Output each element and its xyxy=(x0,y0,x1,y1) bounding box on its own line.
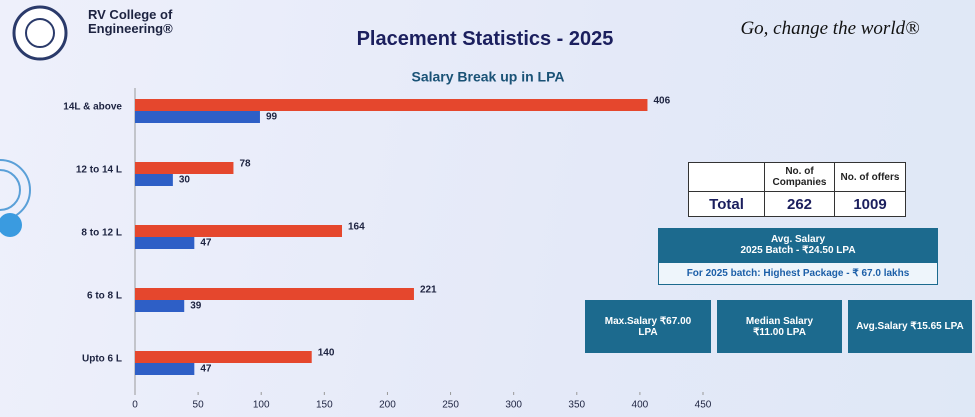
y-tick-label: 14L & above xyxy=(63,102,122,113)
x-tick-label: 450 xyxy=(695,400,712,411)
logo xyxy=(12,5,68,61)
y-tick-label: Upto 6 L xyxy=(82,354,122,365)
x-tick-label: 350 xyxy=(568,400,585,411)
x-tick-label: 300 xyxy=(505,400,522,411)
x-tick-label: 200 xyxy=(379,400,396,411)
chart-title: Salary Break up in LPA xyxy=(411,69,564,85)
value-label: 406 xyxy=(653,96,670,107)
value-label: 47 xyxy=(200,364,212,375)
logo-inner xyxy=(25,18,55,48)
bar xyxy=(135,162,234,174)
table-cell: 262 xyxy=(764,191,835,217)
table-header: No. of offers xyxy=(834,162,906,192)
college-name: RV College of Engineering® xyxy=(88,7,173,36)
value-label: 78 xyxy=(239,159,251,170)
decoration xyxy=(0,213,22,237)
value-label: 140 xyxy=(318,348,335,359)
highest-package: For 2025 batch: Highest Package - ₹ 67.0… xyxy=(658,262,938,285)
decoration xyxy=(0,169,21,211)
x-tick-label: 100 xyxy=(253,400,270,411)
y-tick-label: 12 to 14 L xyxy=(76,165,122,176)
x-tick-label: 150 xyxy=(316,400,333,411)
avg-salary-box: Avg. Salary 2025 Batch - ₹24.50 LPA xyxy=(658,228,938,262)
y-tick-label: 8 to 12 L xyxy=(81,228,122,239)
y-tick-label: 6 to 8 L xyxy=(87,291,122,302)
tagline: Go, change the world® xyxy=(740,18,920,39)
stat-box: Median Salary ₹11.00 LPA xyxy=(717,300,842,353)
bar xyxy=(135,351,312,363)
stat-box: Max.Salary ₹67.00 LPA xyxy=(585,300,711,353)
bar xyxy=(135,111,260,123)
table-header: No. of Companies xyxy=(764,162,835,192)
value-label: 221 xyxy=(420,285,437,296)
empty-cell xyxy=(688,162,765,192)
x-tick-label: 0 xyxy=(132,400,138,411)
avg-salary-title: Avg. Salary xyxy=(770,234,826,245)
value-label: 39 xyxy=(190,301,202,312)
table-cell: 1009 xyxy=(834,191,906,217)
value-label: 164 xyxy=(348,222,365,233)
x-tick-label: 400 xyxy=(632,400,649,411)
x-tick-label: 250 xyxy=(442,400,459,411)
x-tick-label: 50 xyxy=(193,400,205,411)
bar xyxy=(135,363,195,375)
value-label: 47 xyxy=(200,238,212,249)
bar xyxy=(135,300,185,312)
avg-salary-batch: 2025 Batch - ₹24.50 LPA xyxy=(740,245,856,256)
bar xyxy=(135,288,414,300)
table-cell: Total xyxy=(688,191,765,217)
bar xyxy=(135,99,648,111)
stat-box: Avg.Salary ₹15.65 LPA xyxy=(848,300,972,353)
bar xyxy=(135,237,195,249)
summary-table: No. of Companies No. of offers Total 262… xyxy=(688,162,906,217)
value-label: 30 xyxy=(179,175,191,186)
page-title: Placement Statistics - 2025 xyxy=(356,28,614,50)
value-label: 99 xyxy=(266,112,278,123)
decoration xyxy=(0,159,31,221)
bar xyxy=(135,174,173,186)
bar xyxy=(135,225,343,237)
